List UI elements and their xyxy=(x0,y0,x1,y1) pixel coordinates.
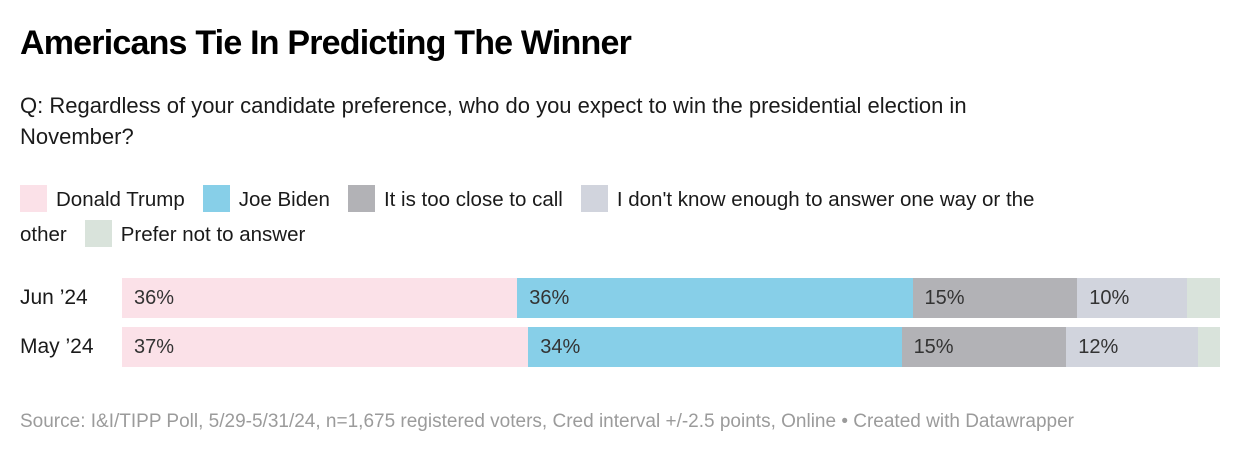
bar-segment-value: 37% xyxy=(134,336,175,358)
bar-row: Jun ’24 36% 36% 15% 10% xyxy=(20,278,1220,318)
legend-swatch xyxy=(202,185,230,212)
legend-label: It is too close to call xyxy=(383,188,563,211)
bar-segment-value: 15% xyxy=(913,336,954,358)
bar-segment: 34% xyxy=(528,327,902,367)
stacked-bar: 36% 36% 15% 10% xyxy=(122,278,1220,318)
bar-segment: 15% xyxy=(901,327,1067,367)
legend-swatch xyxy=(84,220,112,247)
bar-row: May ’24 37% 34% 15% 12% xyxy=(20,327,1220,367)
stacked-bar: 37% 34% 15% 12% xyxy=(122,327,1220,367)
bar-segment-value: 34% xyxy=(540,336,581,358)
bar-segment xyxy=(1198,327,1220,367)
legend-item: Prefer not to answer xyxy=(84,220,306,247)
row-label: Jun ’24 xyxy=(20,286,88,309)
bar-segment: 36% xyxy=(517,278,913,318)
bar-segment-value: 10% xyxy=(1089,287,1130,309)
bar-segment-value: 12% xyxy=(1078,336,1119,358)
bar-segment: 36% xyxy=(122,278,518,318)
legend-label: Donald Trump xyxy=(56,188,185,211)
legend-label: Joe Biden xyxy=(238,188,330,211)
legend-swatch xyxy=(20,185,47,212)
bar-segment-value: 36% xyxy=(134,287,175,309)
legend-label: Prefer not to answer xyxy=(120,223,306,246)
bar-segment: 12% xyxy=(1066,327,1198,367)
bar-segment: 15% xyxy=(912,278,1078,318)
chart-title: Americans Tie In Predicting The Winner xyxy=(20,24,632,62)
stacked-bar-chart: Jun ’24 36% 36% 15% 10% May ’24 37% 34% 15% 12% xyxy=(20,278,1220,367)
legend-item: Joe Biden xyxy=(202,185,330,212)
bar-segment: 37% xyxy=(122,327,529,367)
legend-swatch xyxy=(580,185,608,212)
row-label: May ’24 xyxy=(20,335,94,358)
bar-segment xyxy=(1187,278,1220,318)
chart-subtitle: Q: Regardless of your candidate preferen… xyxy=(20,93,967,149)
legend-label: I don't know enough to answer one way or… xyxy=(20,188,1035,246)
chart-card: Americans Tie In Predicting The Winner Q… xyxy=(0,24,1240,435)
bar-segment-value: 36% xyxy=(529,287,570,309)
legend-item: Donald Trump xyxy=(20,185,185,212)
legend: Donald Trump Joe Biden It is too close to … xyxy=(20,182,1050,252)
legend-item: It is too close to call xyxy=(347,185,563,212)
bar-segment: 10% xyxy=(1077,278,1188,318)
source-note: Source: I&I/TIPP Poll, 5/29-5/31/24, n=1… xyxy=(20,411,1074,432)
legend-item: I don't know enough to answer one way or… xyxy=(20,185,1035,246)
legend-swatch xyxy=(347,185,375,212)
bar-segment-value: 15% xyxy=(924,287,965,309)
